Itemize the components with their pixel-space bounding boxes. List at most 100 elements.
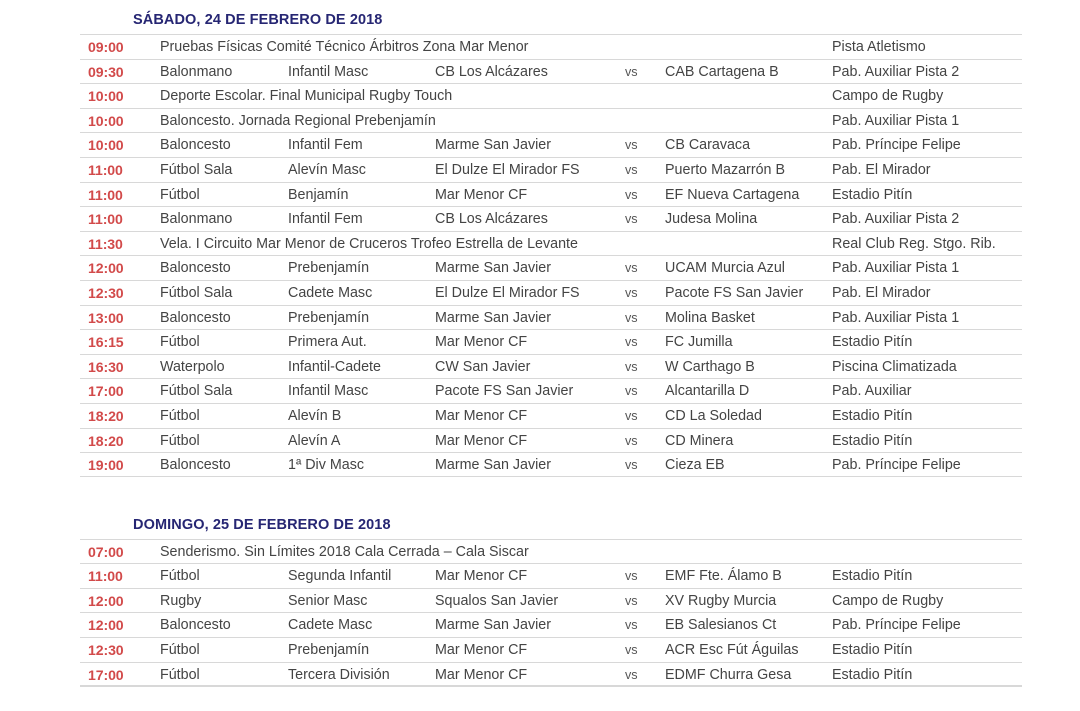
row-team-home: CB Los Alcázares xyxy=(435,211,548,228)
row-sport: Fútbol Sala xyxy=(160,284,233,301)
row-time: 07:00 xyxy=(88,543,124,560)
schedule-row: 18:20 Fútbol Alevín A Mar Menor CF vs CD Mine… xyxy=(80,427,1022,453)
schedule-row: 16:15 Fútbol Primera Aut. Mar Menor CF vs FC … xyxy=(80,329,1022,354)
row-category: Primera Aut. xyxy=(288,334,367,351)
schedule-row: 19:00 Baloncesto 1ª Div Masc Marme San Javi… xyxy=(80,452,1022,477)
row-category: 1ª Div Masc xyxy=(288,457,364,474)
row-sport: Baloncesto xyxy=(160,137,231,154)
schedule-row: 13:00 Baloncesto Prebenjamín Marme San Javi… xyxy=(80,304,1022,330)
row-sport: Baloncesto xyxy=(160,309,231,326)
row-category: Segunda Infantil xyxy=(288,568,392,585)
row-sport: Fútbol xyxy=(160,334,200,351)
row-vs-label: vs xyxy=(625,408,638,423)
row-vs-label: vs xyxy=(625,64,638,79)
row-time: 11:00 xyxy=(88,568,123,585)
schedule-row: 17:00 Fútbol Sala Infantil Masc Pacote FS S… xyxy=(80,378,1022,403)
row-time: 09:30 xyxy=(88,63,124,80)
row-team-home: Marme San Javier xyxy=(435,137,552,154)
row-sport: Baloncesto xyxy=(160,617,231,634)
row-time: 11:30 xyxy=(88,235,123,252)
row-time: 18:20 xyxy=(88,407,124,424)
row-venue: Pab. El Mirador xyxy=(832,284,931,301)
schedule-page: SÁBADO, 24 DE FEBRERO DE 2018 09:00 Prueba… xyxy=(80,12,1022,688)
row-team-away: XV Rugby Murcia xyxy=(665,592,777,609)
row-team-home: Squalos San Javier xyxy=(435,592,559,609)
row-time: 11:00 xyxy=(88,211,123,228)
row-event: Senderismo. Sin Límites 2018 Cala Cerrad… xyxy=(160,543,529,560)
row-vs-label: vs xyxy=(625,384,638,399)
row-time: 09:00 xyxy=(88,39,124,55)
row-venue: Pista Atletismo xyxy=(832,39,926,55)
day-heading: SÁBADO, 24 DE FEBRERO DE 2018 xyxy=(133,12,383,28)
row-event: Baloncesto. Jornada Regional Prebenjamín xyxy=(160,112,436,129)
schedule-row: 09:00 Pruebas Físicas Comité Técnico Árbi… xyxy=(80,34,1022,59)
row-category: Prebenjamín xyxy=(288,642,370,659)
row-sport: Fútbol xyxy=(160,186,200,203)
row-time: 16:30 xyxy=(88,358,124,375)
row-time: 17:00 xyxy=(88,383,124,400)
schedule-row: 11:00 Fútbol Sala Alevín Masc El Dulze El M… xyxy=(80,156,1022,182)
row-sport: Rugby xyxy=(160,592,202,609)
row-team-away: Puerto Mazarrón B xyxy=(665,161,785,178)
row-vs-label: vs xyxy=(625,433,638,448)
row-team-away: UCAM Murcia Azul xyxy=(665,260,785,277)
schedule-row: 07:00 Senderismo. Sin Límites 2018 Cala C… xyxy=(80,538,1022,564)
row-time: 16:15 xyxy=(88,334,124,351)
row-time: 18:20 xyxy=(88,432,124,449)
row-category: Alevín A xyxy=(288,432,341,449)
row-sport: Fútbol Sala xyxy=(160,383,233,400)
row-team-home: Marme San Javier xyxy=(435,457,552,474)
row-vs-label: vs xyxy=(625,261,638,276)
row-team-home: El Dulze El Mirador FS xyxy=(435,284,580,301)
row-team-home: Mar Menor CF xyxy=(435,407,528,424)
row-sport: Waterpolo xyxy=(160,358,225,375)
row-team-home: Marme San Javier xyxy=(435,617,552,634)
row-team-away: FC Jumilla xyxy=(665,334,733,351)
row-venue: Pab. Auxiliar Pista 1 xyxy=(832,112,960,129)
row-time: 10:00 xyxy=(88,137,124,154)
row-vs-label: vs xyxy=(625,162,638,177)
row-venue: Pab. Príncipe Felipe xyxy=(832,137,961,154)
schedule-row: 11:30 Vela. I Circuito Mar Menor de Cruce… xyxy=(80,230,1022,256)
schedule-row: 17:00 Fútbol Tercera División Mar Menor CF v… xyxy=(80,661,1022,687)
row-venue: Pab. Auxiliar Pista 2 xyxy=(832,211,960,228)
row-sport: Balonmano xyxy=(160,211,233,228)
row-team-away: Molina Basket xyxy=(665,309,755,326)
row-time: 10:00 xyxy=(88,112,124,129)
row-venue: Pab. Auxiliar xyxy=(832,383,912,400)
row-vs-label: vs xyxy=(625,335,638,350)
day-heading: DOMINGO, 25 DE FEBRERO DE 2018 xyxy=(133,516,391,533)
row-team-away: CAB Cartagena B xyxy=(665,63,779,80)
row-team-home: Pacote FS San Javier xyxy=(435,383,574,400)
schedule-row: 12:00 Baloncesto Cadete Masc Marme San Javi… xyxy=(80,612,1022,637)
row-vs-label: vs xyxy=(625,458,638,473)
row-team-away: EB Salesianos Ct xyxy=(665,617,777,634)
row-venue: Pab. Auxiliar Pista 1 xyxy=(832,309,960,326)
row-time: 12:30 xyxy=(88,642,124,659)
row-team-home: CB Los Alcázares xyxy=(435,63,548,80)
row-team-away: Alcantarilla D xyxy=(665,383,750,400)
row-team-home: Marme San Javier xyxy=(435,260,552,277)
row-team-home: Mar Menor CF xyxy=(435,186,528,203)
row-team-away: Judesa Molina xyxy=(665,211,758,228)
row-team-away: ACR Esc Fút Águilas xyxy=(665,642,799,659)
row-team-away: CD La Soledad xyxy=(665,407,762,424)
schedule-row: 11:00 Balonmano Infantil Fem CB Los Alcázar… xyxy=(80,206,1022,231)
row-venue: Estadio Pitín xyxy=(832,568,913,585)
schedule-row: 09:30 Balonmano Infantil Masc CB Los Alcáza… xyxy=(80,58,1022,84)
row-vs-label: vs xyxy=(625,212,638,227)
row-category: Alevín B xyxy=(288,407,342,424)
row-sport: Fútbol xyxy=(160,432,200,449)
row-time: 12:00 xyxy=(88,592,124,609)
row-venue: Pab. Auxiliar Pista 2 xyxy=(832,63,960,80)
row-team-away: Cieza EB xyxy=(665,457,725,474)
row-vs-label: vs xyxy=(625,643,638,658)
row-category: Benjamín xyxy=(288,186,349,203)
row-team-home: Mar Menor CF xyxy=(435,334,528,351)
row-team-away: Pacote FS San Javier xyxy=(665,284,804,301)
row-vs-label: vs xyxy=(625,187,638,202)
schedule-row: 11:00 Fútbol Segunda Infantil Mar Menor CF v… xyxy=(80,563,1022,588)
row-venue: Pab. Príncipe Felipe xyxy=(832,457,961,474)
schedule-row: 12:30 Fútbol Prebenjamín Mar Menor CF vs ACR … xyxy=(80,637,1022,662)
